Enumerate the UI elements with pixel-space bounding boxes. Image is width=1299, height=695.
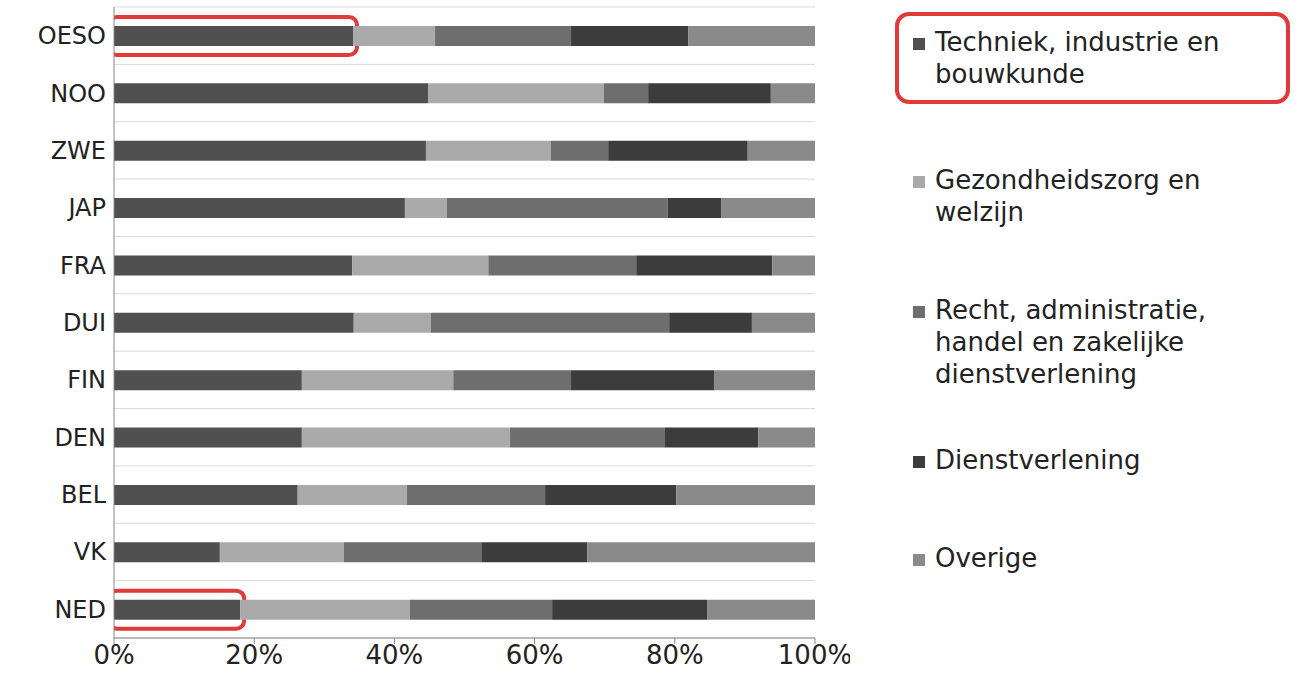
svg-text:ZWE: ZWE xyxy=(51,137,106,165)
svg-text:20%: 20% xyxy=(225,640,283,670)
svg-text:FIN: FIN xyxy=(67,366,106,394)
svg-text:OESO: OESO xyxy=(38,22,106,50)
svg-text:100%: 100% xyxy=(778,640,850,670)
html-text:Dienstverlening: Dienstverlening xyxy=(935,445,1141,475)
svg-text:40%: 40% xyxy=(366,640,424,670)
html-text:Recht, administratie, handel e: Recht, administratie, handel en zakelijk… xyxy=(935,295,1207,389)
svg-text:80%: 80% xyxy=(646,640,704,670)
svg-text:VK: VK xyxy=(74,538,107,566)
svg-text:DUI: DUI xyxy=(63,309,106,337)
html-text:Gezondheidszorg en welzijn: Gezondheidszorg en welzijn xyxy=(935,165,1201,227)
svg-text:DEN: DEN xyxy=(54,424,106,452)
svg-text:60%: 60% xyxy=(506,640,564,670)
html-text:Overige: Overige xyxy=(935,543,1038,573)
svg-text:NOO: NOO xyxy=(50,80,106,108)
html-text:Techniek, industrie en bouwkun: Techniek, industrie en bouwkunde xyxy=(935,27,1220,89)
svg-text:JAP: JAP xyxy=(66,194,106,222)
svg-text:NED: NED xyxy=(54,596,106,624)
svg-text:0%: 0% xyxy=(93,640,134,670)
svg-text:FRA: FRA xyxy=(60,252,107,280)
svg-text:BEL: BEL xyxy=(61,481,107,509)
